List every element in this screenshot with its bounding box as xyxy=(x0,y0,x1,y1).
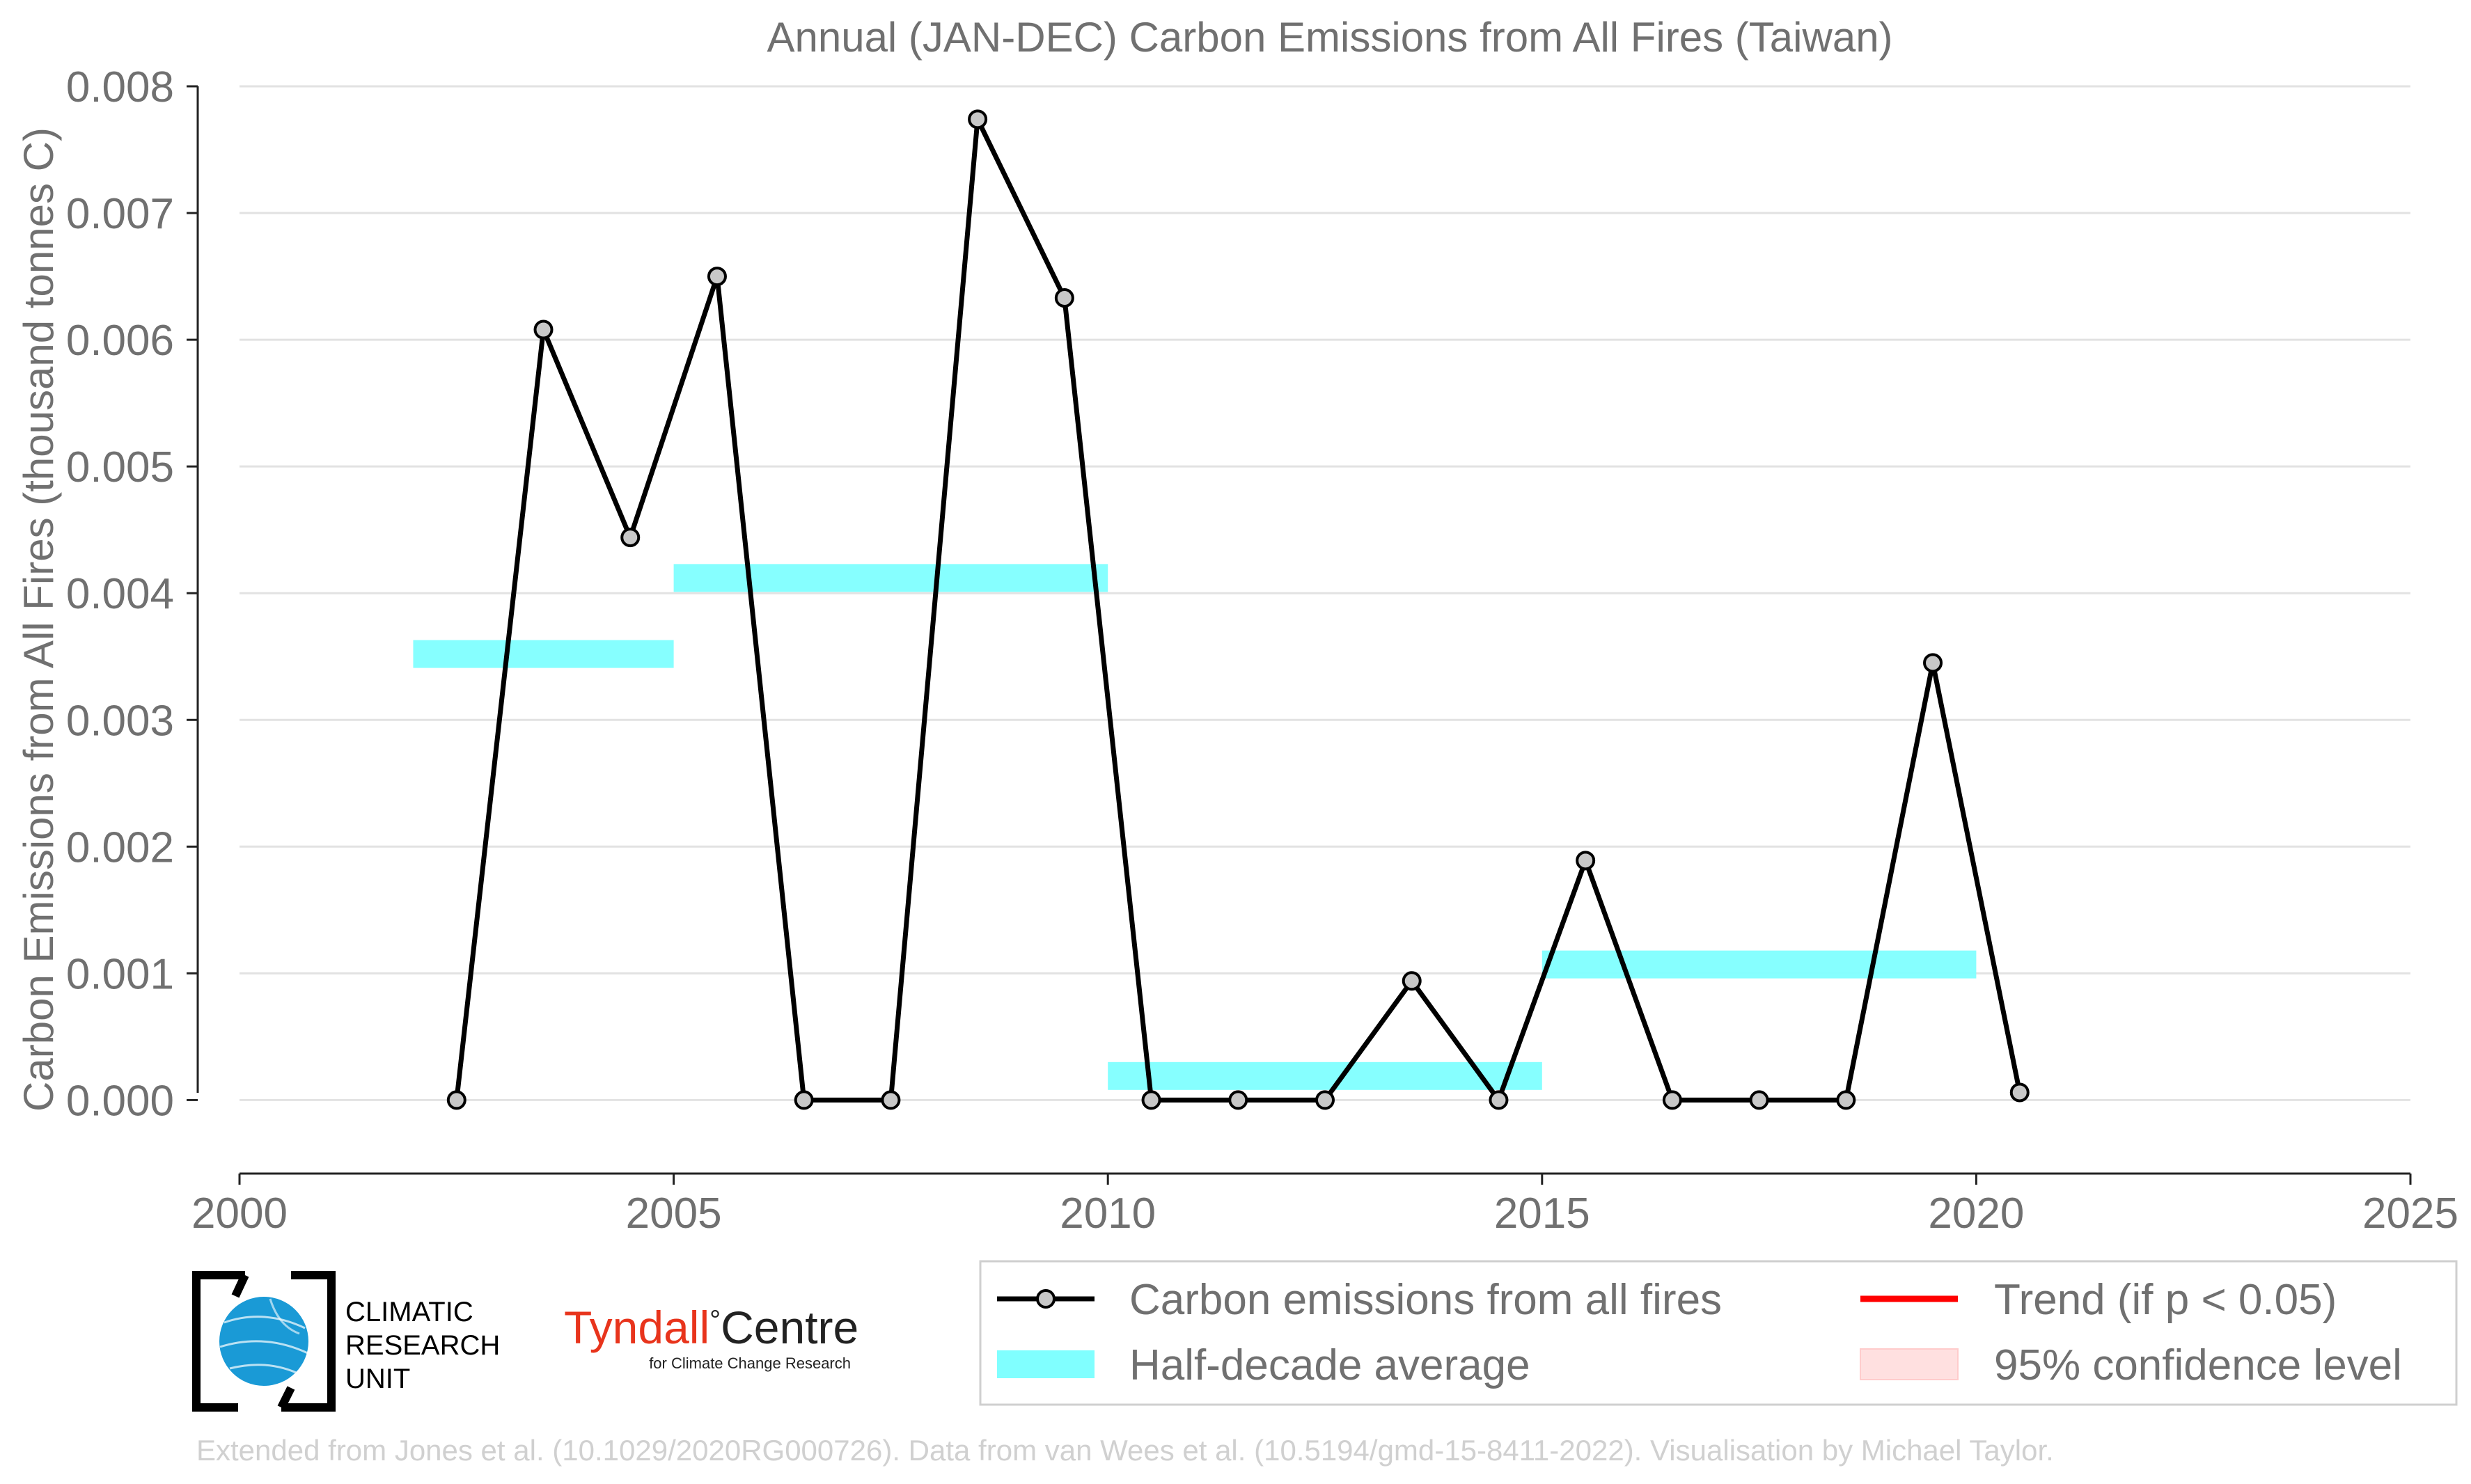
legend-item-emissions: Carbon emissions from all fires xyxy=(997,1276,1722,1324)
footer-credit: Extended from Jones et al. (10.1029/2020… xyxy=(196,1434,2054,1467)
x-tick-label: 2005 xyxy=(626,1190,722,1238)
data-point xyxy=(1749,1090,1769,1110)
legend-item-trend: Trend (if p < 0.05) xyxy=(1860,1276,2337,1324)
legend-confidence-swatch xyxy=(1860,1348,1959,1380)
x-ticks: 2000 2005 2010 2015 2020 2025 xyxy=(191,1174,2458,1238)
cru-logo: CLIMATIC RESEARCH UNIT xyxy=(192,1271,500,1412)
data-point xyxy=(1662,1090,1682,1110)
data-point xyxy=(446,1090,466,1110)
x-tick-label: 2010 xyxy=(1060,1190,1156,1238)
y-tick-label: 0.004 xyxy=(66,570,174,618)
data-point xyxy=(794,1090,814,1110)
data-point xyxy=(1315,1090,1335,1110)
half-decade-bar xyxy=(1542,950,1977,979)
legend-item-half-decade: Half-decade average xyxy=(997,1341,1530,1389)
legend-marker-swatch xyxy=(1036,1289,1056,1309)
tyndall-logo-degree: ° xyxy=(709,1305,721,1336)
half-decade-bar xyxy=(413,640,674,668)
cru-logo-line2: RESEARCH xyxy=(345,1330,500,1361)
y-tick-label: 0.005 xyxy=(66,443,174,491)
data-point xyxy=(1228,1090,1248,1110)
y-tick-label: 0.008 xyxy=(66,63,174,111)
data-point xyxy=(533,319,554,340)
x-tick-label: 2000 xyxy=(191,1190,288,1238)
half-decade-bars xyxy=(413,564,1977,1090)
y-axis-label: Carbon Emissions from All Fires (thousan… xyxy=(15,127,62,1112)
tyndall-logo-name: Tyndall°Centre xyxy=(564,1302,858,1353)
x-tick-label: 2015 xyxy=(1494,1190,1590,1238)
tyndall-logo-name-dark: Centre xyxy=(721,1302,858,1353)
axes xyxy=(196,86,2410,1175)
tyndall-logo: Tyndall°Centre for Climate Change Resear… xyxy=(564,1302,858,1372)
data-point xyxy=(1141,1090,1161,1110)
y-tick-label: 0.002 xyxy=(66,823,174,871)
data-point xyxy=(1576,851,1596,871)
grid-lines xyxy=(240,85,2410,1101)
half-decade-bar xyxy=(1108,1061,1542,1090)
tyndall-logo-name-red: Tyndall xyxy=(564,1302,709,1353)
data-point xyxy=(968,109,988,129)
data-point xyxy=(707,267,727,287)
cru-logo-line3: UNIT xyxy=(345,1364,410,1394)
data-point xyxy=(620,528,641,548)
legend-label-confidence: 95% confidence level xyxy=(1994,1341,2402,1389)
legend: Carbon emissions from all fires Trend (i… xyxy=(979,1260,2458,1406)
y-tick-label: 0.001 xyxy=(66,950,174,998)
series-emissions xyxy=(446,109,2030,1110)
y-tick-label: 0.000 xyxy=(66,1077,174,1125)
y-tick-label: 0.007 xyxy=(66,190,174,238)
data-point xyxy=(1402,971,1422,991)
legend-half-decade-swatch xyxy=(997,1350,1095,1378)
y-tick-label: 0.006 xyxy=(66,317,174,365)
data-point xyxy=(2009,1082,2030,1103)
data-point xyxy=(881,1090,901,1110)
y-tick-label: 0.003 xyxy=(66,697,174,745)
globe-icon xyxy=(219,1297,308,1386)
x-tick-label: 2025 xyxy=(2362,1190,2458,1238)
chart-title: Annual (JAN-DEC) Carbon Emissions from A… xyxy=(767,14,1892,61)
half-decade-bar xyxy=(673,564,1108,592)
tyndall-logo-subtitle: for Climate Change Research xyxy=(649,1355,851,1372)
y-ticks: 0.000 0.001 0.002 0.003 0.004 0.005 0.006 0.007… xyxy=(66,63,198,1125)
legend-item-confidence: 95% confidence level xyxy=(1860,1341,2402,1389)
data-point xyxy=(1836,1090,1856,1110)
data-point xyxy=(1489,1090,1509,1110)
x-tick-label: 2020 xyxy=(1928,1190,2024,1238)
legend-label-half-decade: Half-decade average xyxy=(1129,1341,1530,1389)
cru-logo-line1: CLIMATIC xyxy=(345,1297,473,1327)
data-point xyxy=(1054,288,1074,308)
legend-label-trend: Trend (if p < 0.05) xyxy=(1994,1276,2337,1324)
data-point xyxy=(1923,653,1943,673)
legend-label-emissions: Carbon emissions from all fires xyxy=(1129,1276,1722,1324)
legend-frame xyxy=(979,1260,2458,1406)
cru-logo-frame xyxy=(192,1271,336,1412)
